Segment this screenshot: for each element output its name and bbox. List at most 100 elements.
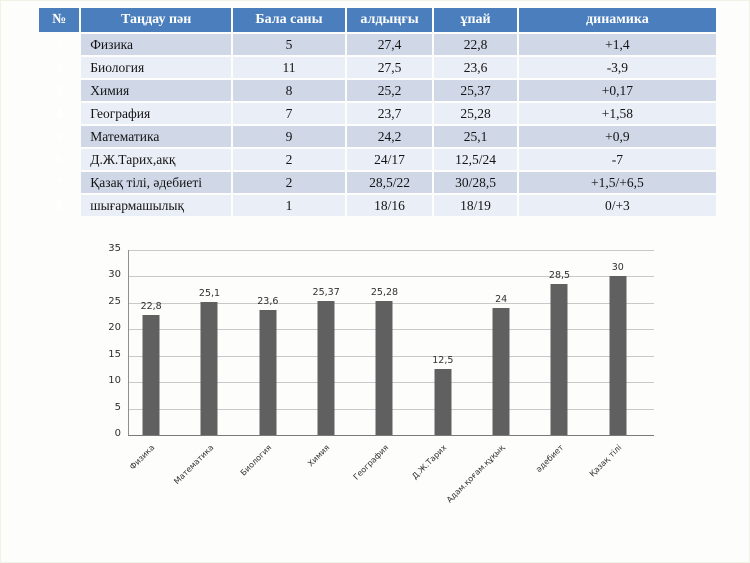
bar [142, 314, 160, 435]
results-table: № Таңдау пән Бала саны алдыңғы ұпай дина… [37, 6, 718, 218]
gridline [129, 250, 654, 251]
y-axis-label: 30 [108, 269, 121, 281]
bar [317, 300, 335, 435]
count-cell[interactable]: 5 [233, 34, 345, 55]
bar-slot: 28,5 [530, 250, 588, 435]
bar-slot: 25,1 [180, 250, 238, 435]
bar-value-label: 22,8 [140, 300, 162, 312]
row-number-cell[interactable]: 6 [55, 151, 63, 167]
table-row: 6 Д.Ж.Тарих,акқ 2 24/17 12,5/24 -7 [39, 149, 716, 170]
y-axis-label: 15 [108, 348, 121, 360]
dynamics-cell[interactable]: +0,17 [518, 80, 716, 101]
bar-value-label: 24 [495, 294, 508, 306]
count-cell[interactable]: 7 [233, 103, 345, 124]
table-row: 1 Физика 5 27,4 22,8 +1,4 [39, 34, 716, 55]
y-axis-label: 10 [108, 375, 121, 387]
score-cell[interactable]: 23,6 [434, 57, 517, 78]
row-number-cell[interactable]: 1 [55, 36, 63, 52]
y-axis-label: 35 [108, 243, 121, 254]
previous-score-cell[interactable]: 27,5 [346, 57, 433, 78]
score-cell[interactable]: 12,5/24 [434, 149, 517, 170]
table-row: 5 Математика 9 24,2 25,1 +0,9 [39, 126, 716, 147]
row-number-cell[interactable]: 2 [55, 59, 63, 75]
chart-plot-area: 22,8 25,1 23,6 25,37 25,28 12,5 24 28,5 30 [128, 250, 654, 436]
previous-score-cell[interactable]: 27,4 [346, 34, 433, 55]
previous-score-cell[interactable]: 23,7 [346, 103, 433, 124]
table-row: 8 шығармашылық 1 18/16 18/19 0/+3 [39, 195, 716, 216]
bar-slot: 12,5 [414, 250, 472, 435]
y-axis-label: 20 [108, 322, 121, 334]
subject-cell[interactable]: Математика [81, 126, 232, 147]
bar [434, 368, 452, 435]
bar-value-label: 30 [611, 262, 624, 274]
previous-score-cell[interactable]: 24,2 [346, 126, 433, 147]
table-row: 2 Биология 11 27,5 23,6 -3,9 [39, 57, 716, 78]
previous-score-cell[interactable]: 24/17 [346, 149, 433, 170]
y-axis-label: 5 [114, 401, 121, 413]
row-number-cell[interactable]: 8 [55, 197, 63, 213]
bar [550, 284, 568, 435]
score-cell[interactable]: 25,28 [434, 103, 517, 124]
count-cell[interactable]: 1 [233, 195, 345, 216]
column-header-num[interactable]: № [39, 8, 80, 32]
y-axis-label: 25 [108, 295, 121, 307]
dynamics-cell[interactable]: +1,5/+6,5 [518, 172, 716, 193]
subject-cell[interactable]: Биология [81, 57, 232, 78]
count-cell[interactable]: 2 [233, 172, 345, 193]
subject-cell[interactable]: Химия [81, 80, 232, 101]
subject-cell[interactable]: шығармашылық [81, 195, 232, 216]
bar-value-label: 25,37 [312, 286, 340, 298]
row-number-cell[interactable]: 3 [55, 82, 63, 98]
count-cell[interactable]: 2 [233, 149, 345, 170]
count-cell[interactable]: 11 [233, 57, 345, 78]
column-header-dynamics[interactable]: динамика [518, 8, 716, 32]
previous-score-cell[interactable]: 25,2 [346, 80, 433, 101]
score-cell[interactable]: 25,1 [434, 126, 517, 147]
previous-score-cell[interactable]: 28,5/22 [346, 172, 433, 193]
bar-value-label: 25,1 [198, 288, 221, 300]
bar [609, 276, 627, 435]
table-row: 3 Химия 8 25,2 25,37 +0,17 [39, 80, 716, 101]
bar [259, 310, 277, 435]
table-row: 4 География 7 23,7 25,28 +1,58 [39, 103, 716, 124]
subject-cell[interactable]: Физика [81, 34, 232, 55]
dynamics-cell[interactable]: 0/+3 [518, 195, 716, 216]
count-cell[interactable]: 8 [233, 80, 345, 101]
y-axis-label: 0 [114, 428, 121, 439]
bar-slot: 22,8 [122, 250, 180, 435]
dynamics-cell[interactable]: -7 [518, 149, 716, 170]
dynamics-cell[interactable]: +1,58 [518, 103, 716, 124]
score-cell[interactable]: 18/19 [434, 195, 517, 216]
bar-value-label: 23,6 [257, 296, 279, 308]
table-header-row: № Таңдау пән Бала саны алдыңғы ұпай дина… [39, 8, 716, 32]
previous-score-cell[interactable]: 18/16 [346, 195, 433, 216]
subject-cell[interactable]: Қазақ тілі, әдебиеті [81, 172, 232, 193]
row-number-cell[interactable]: 5 [55, 128, 63, 144]
bar [200, 302, 218, 435]
bar-slot: 23,6 [239, 250, 297, 435]
score-cell[interactable]: 30/28,5 [434, 172, 517, 193]
score-cell[interactable]: 22,8 [434, 34, 517, 55]
bar-slot: 24 [472, 250, 530, 435]
bar-slot: 30 [589, 250, 647, 435]
gridline [129, 276, 654, 278]
dynamics-cell[interactable]: +1,4 [518, 34, 716, 55]
subject-cell[interactable]: География [81, 103, 232, 124]
row-number-cell[interactable]: 7 [55, 174, 63, 190]
score-cell[interactable]: 25,37 [434, 80, 517, 101]
bar [492, 308, 510, 435]
dynamics-cell[interactable]: +0,9 [518, 126, 716, 147]
column-header-score[interactable]: ұпай [434, 8, 517, 32]
bar-value-label: 25,28 [370, 287, 399, 299]
count-cell[interactable]: 9 [233, 126, 345, 147]
row-number-cell[interactable]: 4 [55, 105, 63, 121]
bar-slot: 25,37 [297, 250, 355, 435]
table-row: 7 Қазақ тілі, әдебиеті 2 28,5/22 30/28,5 +1,5… [39, 172, 716, 193]
column-header-subject[interactable]: Таңдау пән [81, 8, 232, 32]
column-header-count[interactable]: Бала саны [233, 8, 345, 32]
subject-cell[interactable]: Д.Ж.Тарих,акқ [81, 149, 232, 170]
bar [375, 301, 393, 435]
column-header-previous[interactable]: алдыңғы [346, 8, 433, 32]
dynamics-cell[interactable]: -3,9 [518, 57, 716, 78]
